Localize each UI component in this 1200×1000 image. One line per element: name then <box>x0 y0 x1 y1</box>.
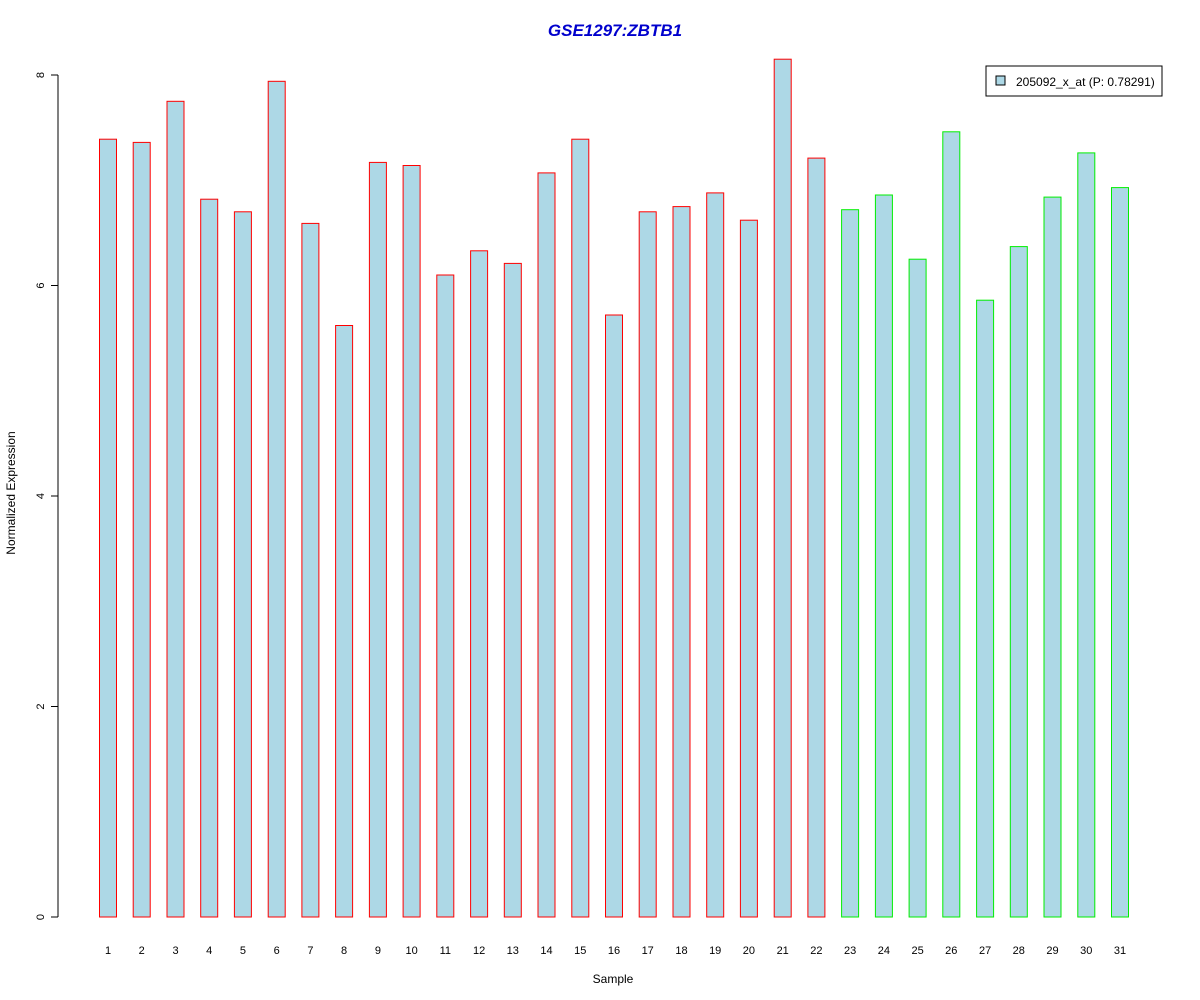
x-tick-label: 10 <box>405 945 417 957</box>
bar-sample-25 <box>908 258 927 918</box>
chart-title: GSE1297:ZBTB1 <box>548 21 682 40</box>
x-tick-label: 28 <box>1013 945 1025 957</box>
bar-sample-20 <box>739 219 758 918</box>
bar-sample-3 <box>166 100 185 918</box>
bar-sample-22 <box>807 157 826 918</box>
bar-sample-9 <box>368 161 387 918</box>
x-tick-label: 4 <box>206 945 212 957</box>
x-tick-label: 6 <box>274 945 280 957</box>
y-tick-label: 8 <box>35 72 47 78</box>
bar-sample-26 <box>942 131 961 918</box>
bar-sample-17 <box>638 211 657 918</box>
x-tick-label: 3 <box>172 945 178 957</box>
x-tick-label: 9 <box>375 945 381 957</box>
bar-sample-28 <box>1009 246 1028 918</box>
x-tick-label: 26 <box>945 945 957 957</box>
bar-sample-27 <box>976 299 995 918</box>
x-tick-label: 5 <box>240 945 246 957</box>
bar-sample-16 <box>605 314 623 918</box>
x-tick-label: 8 <box>341 945 347 957</box>
x-tick-label: 25 <box>911 945 923 957</box>
x-tick-label: 7 <box>307 945 313 957</box>
bar-sample-21 <box>773 58 792 918</box>
x-tick-label: 2 <box>139 945 145 957</box>
bar-sample-6 <box>267 80 286 918</box>
bar-sample-1 <box>99 138 117 918</box>
bar-sample-7 <box>301 222 320 918</box>
bar-sample-23 <box>841 209 860 918</box>
bar-sample-15 <box>571 138 590 918</box>
bar-sample-8 <box>335 325 354 918</box>
x-tick-label: 31 <box>1114 945 1126 957</box>
x-tick-label: 20 <box>743 945 755 957</box>
x-tick-label: 21 <box>777 945 789 957</box>
bar-sample-13 <box>503 262 522 918</box>
legend-box <box>985 65 1163 97</box>
x-tick-label: 30 <box>1080 945 1092 957</box>
x-tick-label: 23 <box>844 945 856 957</box>
y-tick-label: 0 <box>35 914 47 920</box>
bar-sample-19 <box>706 192 725 918</box>
bar-sample-5 <box>233 211 252 918</box>
legend: 205092_x_at (P: 0.78291) <box>985 65 1163 97</box>
x-tick-label: 22 <box>810 945 822 957</box>
bar-sample-24 <box>874 194 893 918</box>
x-tick-label: 16 <box>608 945 620 957</box>
bar-sample-10 <box>402 165 421 918</box>
bar-sample-14 <box>537 172 556 918</box>
y-axis: 0 2 4 6 8 <box>35 72 59 920</box>
bar-sample-29 <box>1043 196 1062 918</box>
x-tick-label: 24 <box>878 945 890 957</box>
x-tick-label: 29 <box>1046 945 1058 957</box>
bar-sample-31 <box>1111 187 1129 918</box>
x-tick-label: 18 <box>675 945 687 957</box>
x-tick-label: 19 <box>709 945 721 957</box>
y-tick-label: 2 <box>35 703 47 709</box>
x-tick-label: 17 <box>642 945 654 957</box>
x-tick-label: 13 <box>507 945 519 957</box>
x-tick-label: 15 <box>574 945 586 957</box>
x-tick-label: 12 <box>473 945 485 957</box>
bars-group <box>99 58 1129 918</box>
bar-sample-4 <box>200 198 219 918</box>
legend-swatch <box>995 75 1006 86</box>
x-tick-labels: 1 2 3 4 5 6 7 8 9 10 11 12 13 14 15 16 17 18 19 20 21 22 23 24 2… <box>105 945 1126 957</box>
x-tick-label: 27 <box>979 945 991 957</box>
y-tick-label: 6 <box>35 282 47 288</box>
bar-sample-12 <box>470 250 489 918</box>
x-tick-label: 1 <box>105 945 111 957</box>
legend-label: 205092_x_at (P: 0.78291) <box>1016 75 1155 89</box>
x-tick-label: 11 <box>440 945 451 957</box>
x-axis-label: Sample <box>593 972 634 986</box>
bar-sample-18 <box>672 206 691 918</box>
bar-sample-30 <box>1077 152 1096 918</box>
x-tick-label: 14 <box>540 945 552 957</box>
bar-sample-11 <box>436 274 455 918</box>
bar-sample-2 <box>132 141 151 918</box>
y-axis-label: Normalized Expression <box>4 431 18 554</box>
y-tick-label: 4 <box>35 493 47 499</box>
